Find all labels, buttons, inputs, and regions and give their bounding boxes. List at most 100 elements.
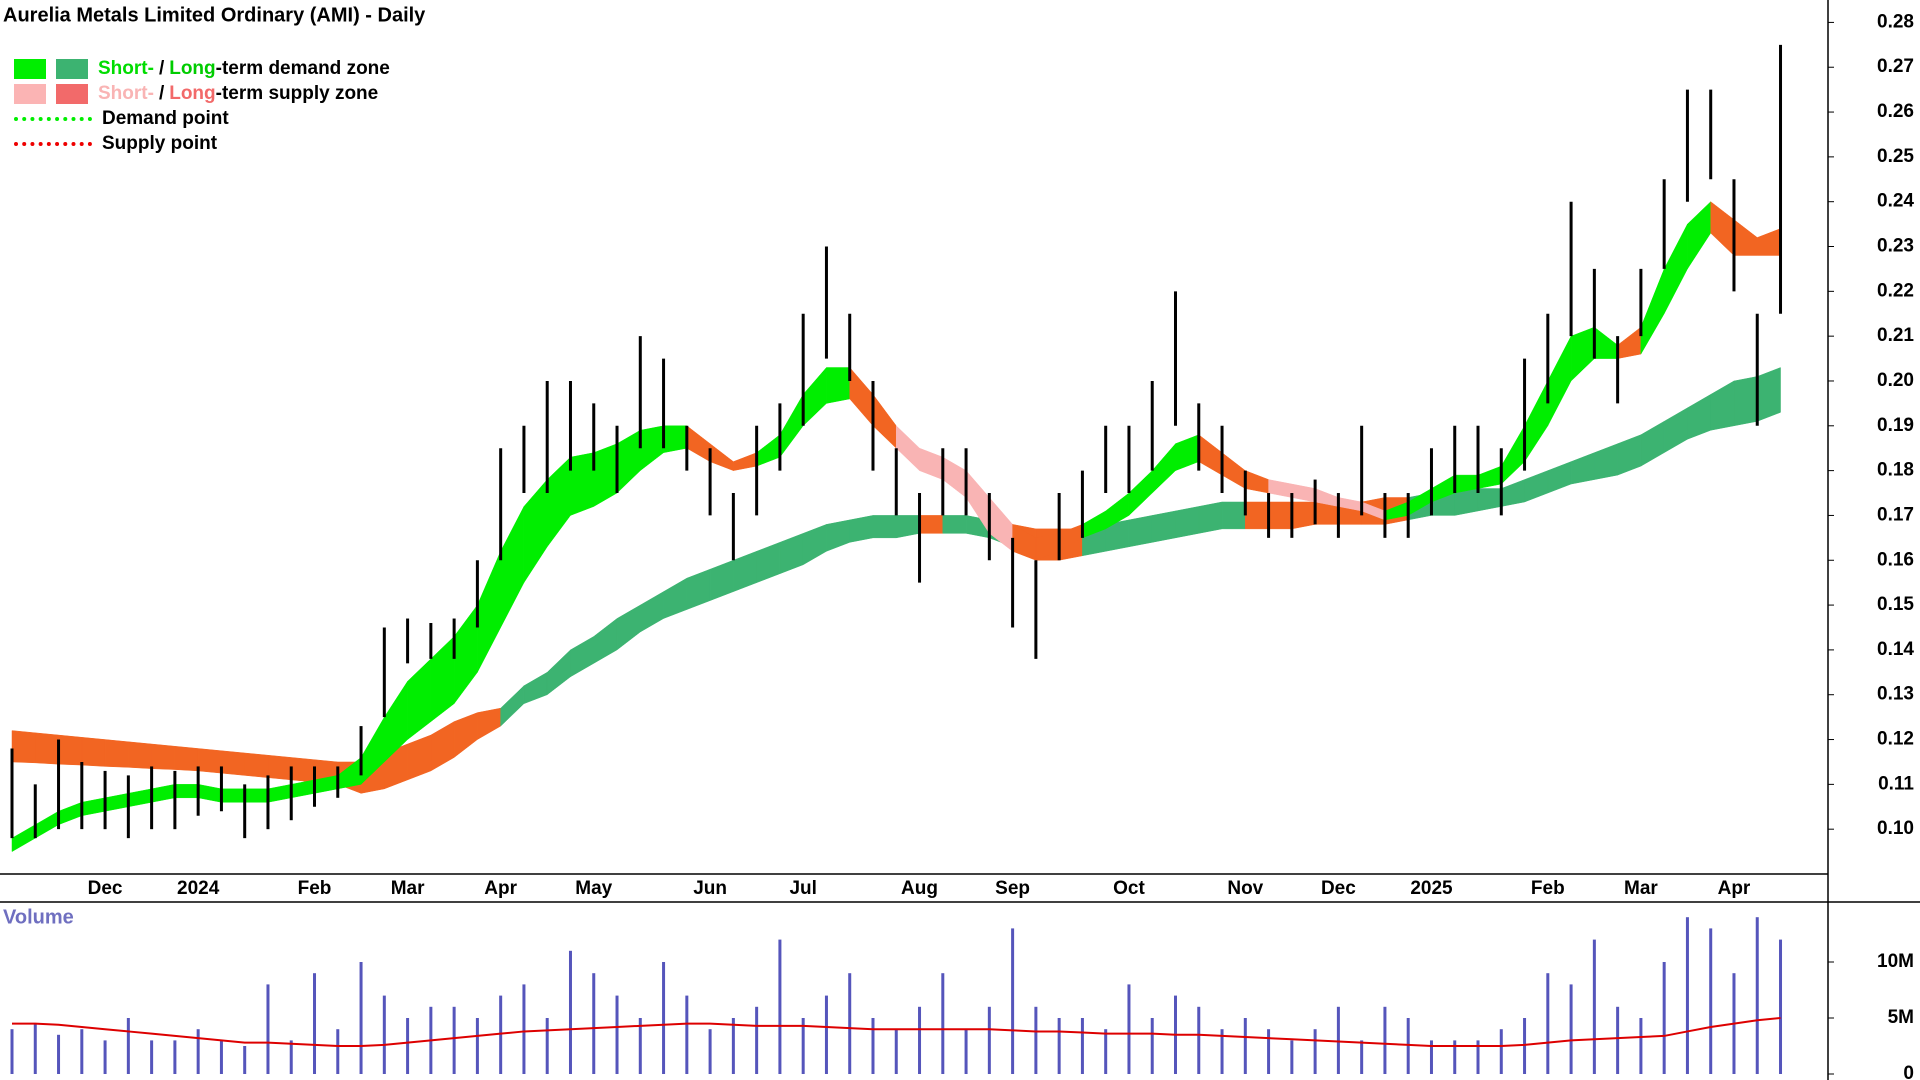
zone-segment	[733, 452, 757, 471]
zone-segment	[430, 721, 455, 772]
zone-segment	[872, 393, 897, 449]
zone-segment	[1245, 470, 1269, 494]
zone-segment	[1128, 470, 1153, 517]
zone-segment	[686, 568, 711, 610]
legend: Short- / Long -term demand zone Short- / Long…	[14, 56, 390, 156]
volume-bar	[1476, 1040, 1480, 1074]
zone-segment	[616, 604, 641, 651]
volume-bar	[801, 1018, 805, 1074]
zone-segment	[197, 784, 222, 803]
volume-bar	[918, 1006, 922, 1074]
zone-segment	[290, 757, 315, 783]
x-tick-label: Mar	[391, 878, 425, 899]
volume-bar	[592, 973, 596, 1074]
x-tick-label: Feb	[1531, 878, 1565, 899]
zone-segment	[151, 784, 176, 803]
y-tick-label: 0.12	[1877, 729, 1914, 750]
zone-segment	[1617, 326, 1642, 359]
x-tick-label: Mar	[1624, 878, 1658, 899]
zone-segment	[104, 739, 129, 768]
zone-segment	[1570, 452, 1595, 485]
volume-bar	[1057, 1018, 1061, 1074]
volume-bar	[685, 995, 689, 1074]
zone-segment	[709, 443, 734, 471]
zone-segment	[1594, 326, 1618, 359]
zone-segment	[221, 750, 245, 776]
volume-bar	[57, 1034, 61, 1074]
x-tick-label: Apr	[484, 878, 517, 899]
x-tick-label: Jun	[693, 878, 727, 899]
zone-segment	[1547, 461, 1572, 494]
zone-segment	[104, 793, 129, 812]
zone-segment	[1175, 506, 1200, 539]
volume-bar	[1453, 1040, 1457, 1074]
zone-segment	[128, 788, 152, 808]
zone-segment	[802, 366, 827, 427]
x-tick-label: Nov	[1227, 878, 1263, 899]
zone-segment	[1268, 501, 1293, 530]
volume-bar	[1779, 939, 1783, 1074]
zone-segment	[1501, 424, 1525, 485]
legend-text: Demand point	[102, 107, 229, 129]
zone-segment	[35, 732, 59, 765]
average-line	[12, 1017, 1781, 1047]
zone-segment	[1663, 223, 1688, 314]
y-tick-label: 0.27	[1877, 56, 1914, 77]
volume-bar	[475, 1018, 479, 1074]
y-tick-label: 0.26	[1877, 101, 1914, 122]
zone-segment	[151, 743, 176, 770]
zone-segment	[756, 541, 781, 584]
volume-bar	[894, 1029, 898, 1074]
zone-segment	[1221, 501, 1246, 530]
volume-bar	[1336, 1006, 1340, 1074]
zone-segment	[942, 456, 967, 499]
zone-segment	[477, 707, 501, 740]
y-tick-label: 0.15	[1877, 594, 1914, 615]
volume-bar	[1127, 984, 1131, 1074]
zone-segment	[221, 788, 245, 803]
volume-bar	[1523, 1018, 1527, 1074]
zone-segment	[1291, 483, 1316, 503]
volume-bar	[1639, 1018, 1643, 1074]
volume-bar	[1313, 1029, 1317, 1074]
y-tick-label: 0.11	[1878, 773, 1914, 794]
zone-segment	[407, 658, 432, 741]
zone-segment	[686, 425, 711, 463]
zone-segment	[58, 734, 83, 766]
y-tick-label: 0.22	[1877, 280, 1914, 301]
zone-segment	[197, 748, 222, 774]
volume-bar	[173, 1040, 177, 1074]
volume-bar	[1592, 939, 1596, 1074]
y-tick-label: 0.14	[1877, 639, 1914, 660]
volume-bar	[1267, 1029, 1271, 1074]
zone-segment	[896, 425, 920, 472]
zone-segment	[919, 515, 944, 534]
legend-text: /	[158, 57, 165, 79]
legend-item: Short- / Long -term demand zone	[14, 56, 390, 81]
x-tick-label: Apr	[1718, 878, 1751, 899]
zone-segment	[81, 797, 106, 817]
zone-segment	[1547, 336, 1572, 426]
volume-bar	[80, 1029, 84, 1074]
y-tick-label: 0.20	[1877, 370, 1914, 391]
legend-text: Short-	[98, 82, 154, 104]
zone-segment	[849, 515, 874, 543]
y-tick-label: 0.21	[1877, 325, 1914, 346]
volume-bar	[662, 962, 666, 1074]
volume-bar	[1406, 1018, 1410, 1074]
volume-bar	[33, 1023, 37, 1074]
zone-segment	[267, 754, 292, 781]
volume-bar	[1011, 928, 1015, 1074]
zone-segment	[244, 788, 269, 803]
volume-bar	[103, 1040, 107, 1074]
volume-bar	[1685, 917, 1689, 1074]
legend-text: Long	[169, 82, 216, 104]
volume-bar	[499, 995, 503, 1074]
y-tick-label: 0.19	[1877, 415, 1914, 436]
x-tick-label: Sep	[995, 878, 1030, 899]
zone-segment	[1198, 501, 1223, 534]
volume-bar	[196, 1029, 200, 1074]
zone-segment	[570, 636, 594, 678]
zone-segment	[640, 591, 664, 633]
volume-bar	[1383, 1006, 1387, 1074]
